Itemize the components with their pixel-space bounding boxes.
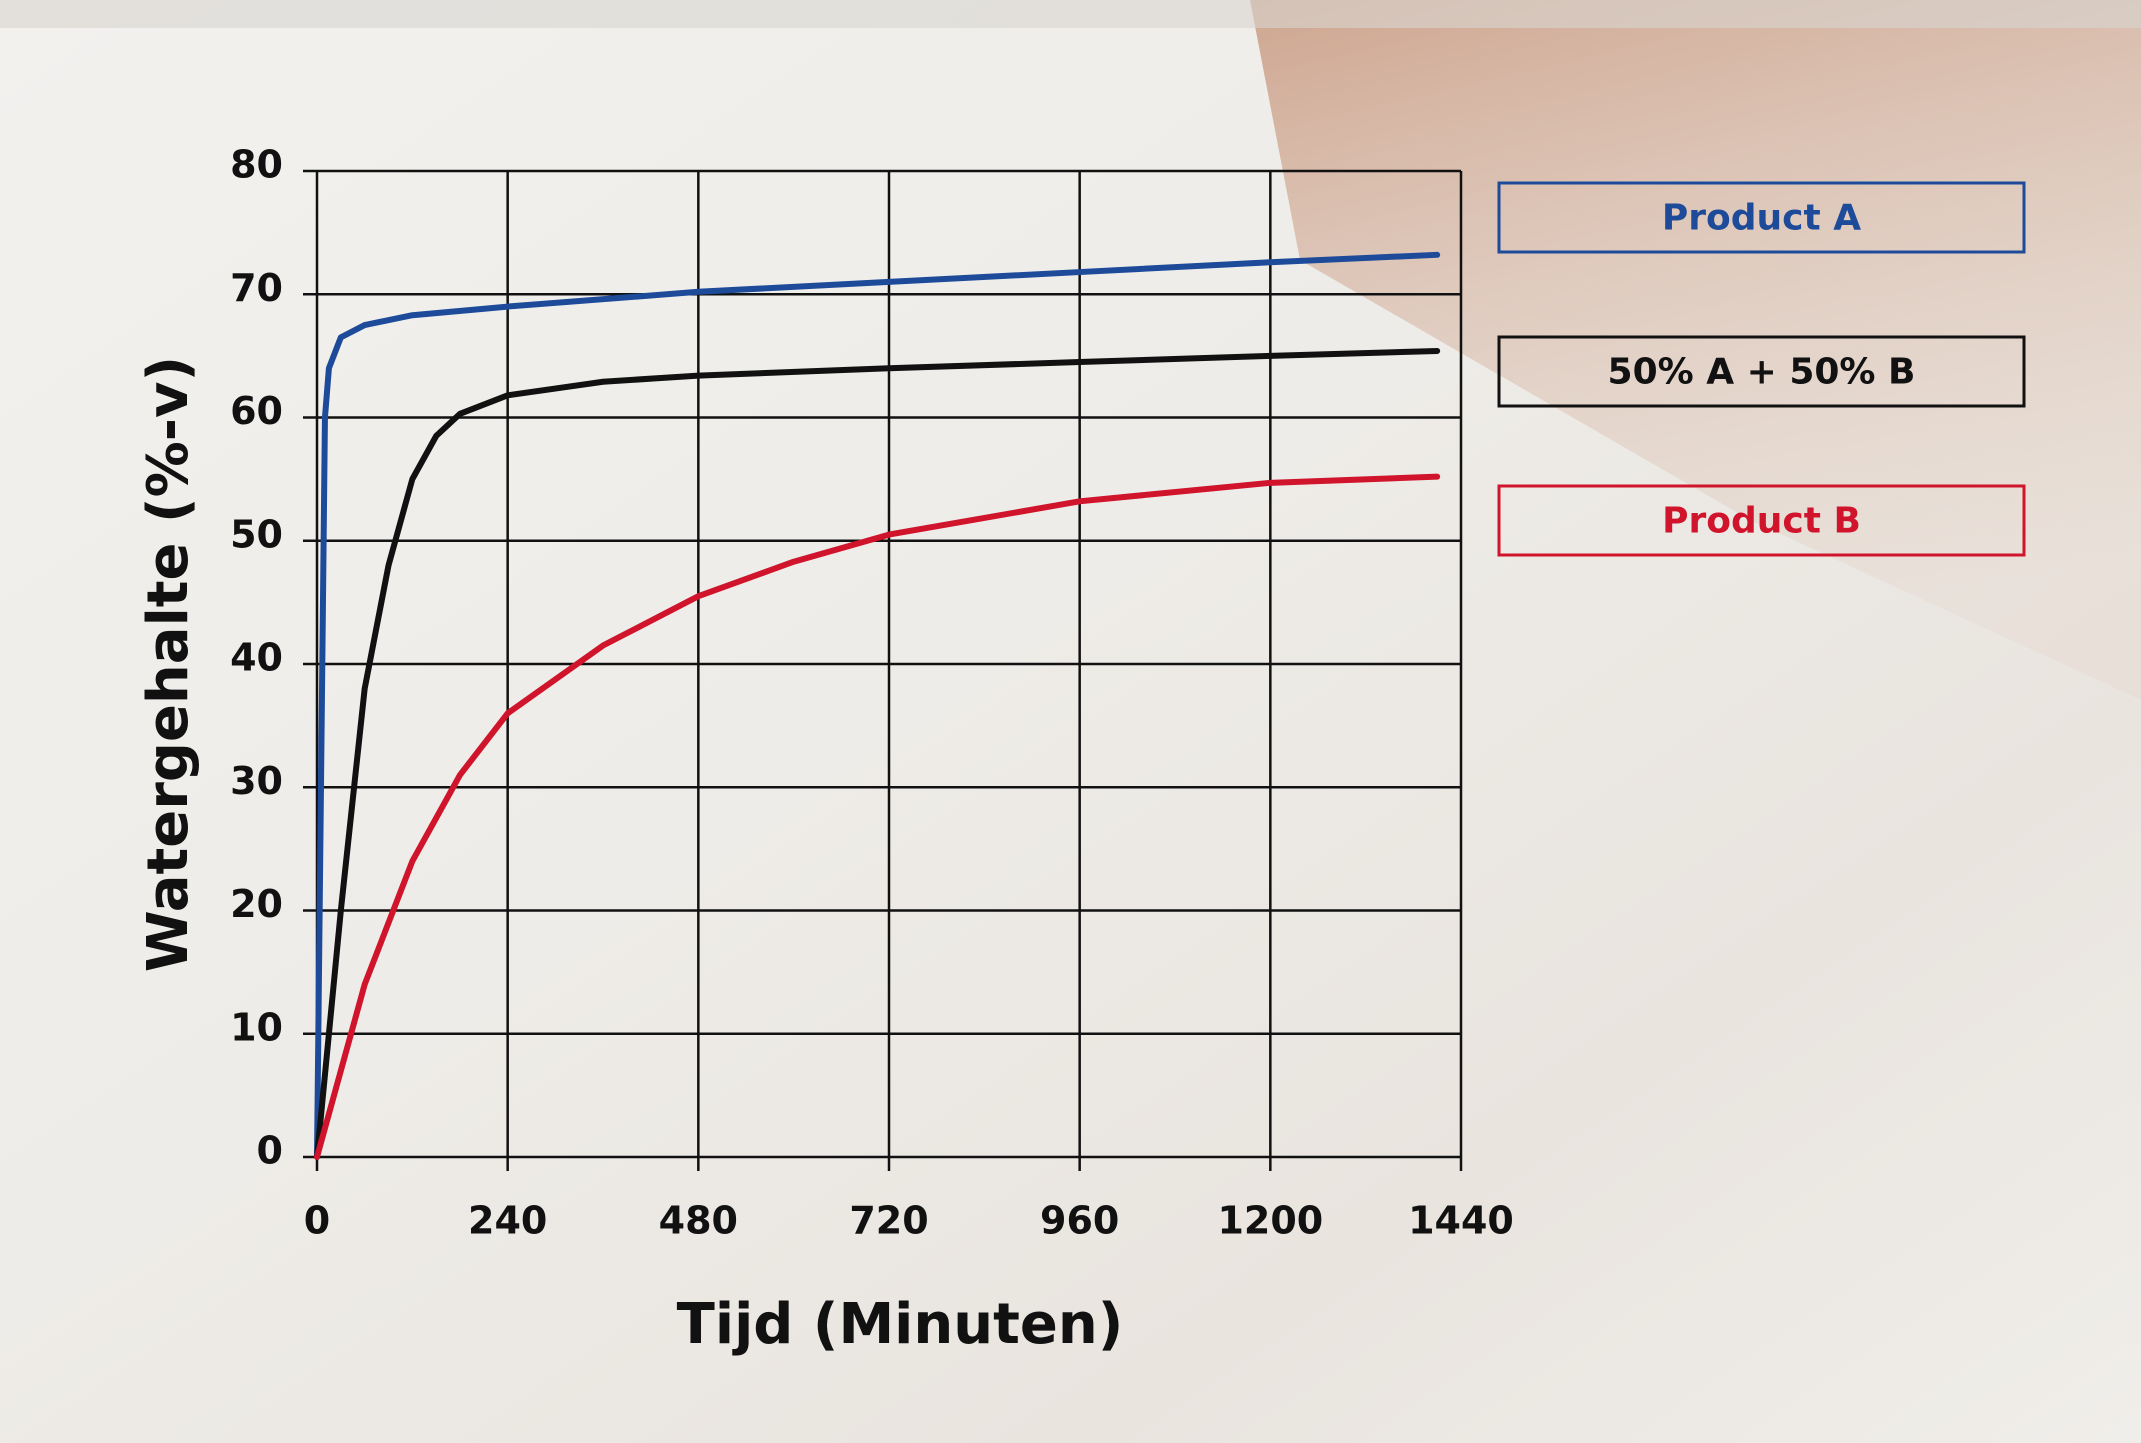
- x-axis-title: Tijd (Minuten): [677, 1292, 1124, 1357]
- x-tick-label: 960: [1040, 1199, 1119, 1243]
- background-brick: [1250, 0, 2141, 700]
- legend-label: Product B: [1662, 501, 1861, 542]
- y-tick-label: 40: [230, 636, 283, 680]
- y-tick-label: 70: [230, 266, 283, 310]
- line: [314, 347, 1441, 1160]
- y-axis-title: Watergehalte (%-v): [136, 356, 201, 972]
- x-tick-label: 0: [304, 1199, 330, 1243]
- y-tick-label: 10: [230, 1005, 283, 1049]
- legend-box: [1497, 484, 2026, 557]
- y-tick-label: 80: [230, 143, 283, 187]
- legend-label: 50% A + 50% B: [1608, 352, 1916, 393]
- line: [314, 251, 1441, 1160]
- x-tick-label: 240: [468, 1199, 547, 1243]
- y-tick-label: 60: [230, 389, 283, 433]
- x-tick-label: 1440: [1408, 1199, 1514, 1243]
- top-band: [0, 0, 2141, 28]
- legend-box: [1497, 181, 2026, 254]
- x-tick-label: 720: [849, 1199, 928, 1243]
- legend-box: [1497, 335, 2026, 408]
- x-tick-label: 480: [659, 1199, 738, 1243]
- y-tick-label: 20: [230, 882, 283, 926]
- y-tick-label: 30: [230, 759, 283, 803]
- line: [314, 473, 1441, 1160]
- y-tick-label: 50: [230, 512, 283, 556]
- x-tick-label: 1200: [1217, 1199, 1323, 1243]
- y-tick-label: 0: [257, 1129, 283, 1173]
- legend-label: Product A: [1662, 198, 1861, 239]
